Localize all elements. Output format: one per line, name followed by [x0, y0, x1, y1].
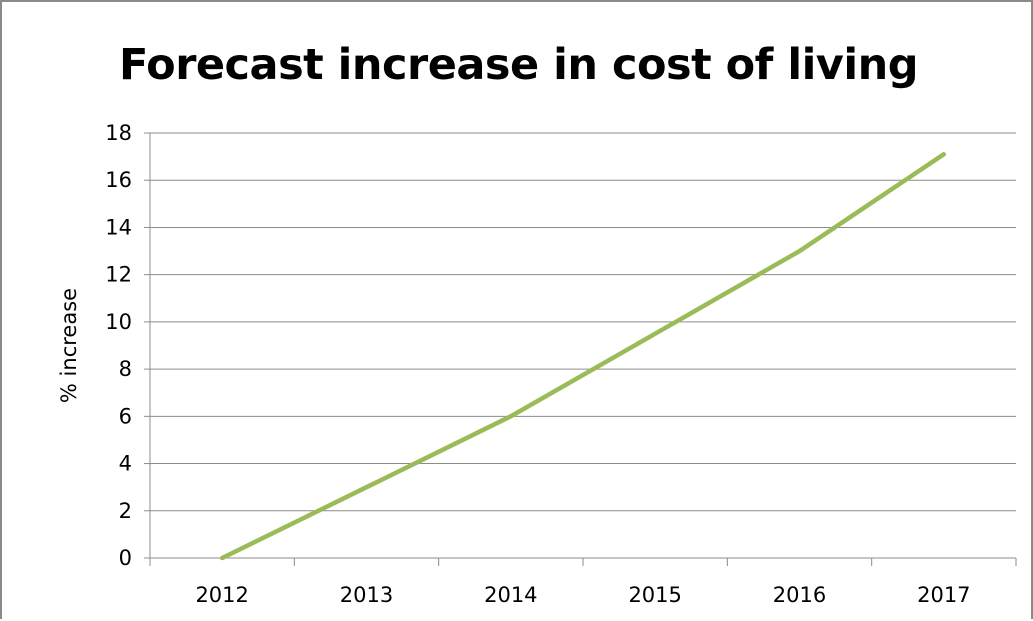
- y-tick-label: 8: [119, 357, 132, 381]
- series-line: [222, 154, 944, 558]
- y-tick-label: 16: [105, 168, 132, 192]
- y-axis-title: % increase: [57, 288, 81, 403]
- x-tick-label: 2014: [484, 583, 537, 607]
- y-tick-label: 18: [105, 121, 132, 145]
- gridlines: [150, 133, 1016, 511]
- y-tick-labels: 0 2 4 6 8 10 12 14 16 18: [105, 121, 132, 570]
- y-tick-label: 6: [119, 404, 132, 428]
- y-tick-label: 14: [105, 215, 132, 239]
- x-tick-label: 2012: [195, 583, 248, 607]
- x-tick-label: 2016: [773, 583, 826, 607]
- series-lines: [222, 154, 944, 558]
- y-tick-label: 0: [119, 546, 132, 570]
- y-tick-label: 2: [119, 499, 132, 523]
- x-tick-label: 2017: [917, 583, 970, 607]
- y-tick-label: 10: [105, 310, 132, 334]
- x-tick-labels: 2012 2013 2014 2015 2016 2017: [195, 583, 970, 607]
- axes: [144, 133, 1016, 566]
- y-tick-label: 12: [105, 263, 132, 287]
- x-tick-label: 2013: [340, 583, 393, 607]
- x-tick-label: 2015: [628, 583, 681, 607]
- y-tick-label: 4: [119, 452, 132, 476]
